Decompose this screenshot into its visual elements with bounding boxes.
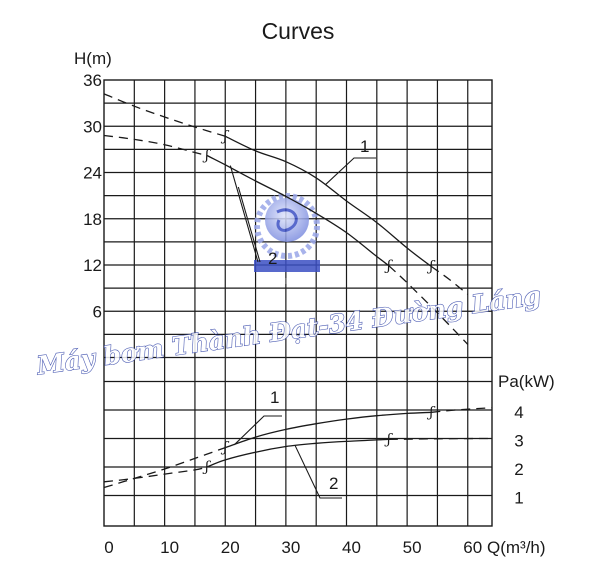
y-tick-label-head: 12	[83, 256, 102, 275]
x-tick-label: 30	[281, 538, 300, 557]
y-tick-label-head: 24	[83, 164, 102, 183]
curve-label-power-1: 1	[270, 388, 279, 407]
y-tick-label-head: 6	[93, 302, 102, 321]
curve-label-power-2: 2	[329, 474, 338, 493]
x-tick-label: 40	[342, 538, 361, 557]
operating-range-mark: ʃ	[384, 258, 393, 274]
chart-title: Curves	[262, 18, 335, 44]
y-axis-label-power: Pa(kW)	[498, 372, 555, 391]
y-tick-label-power: 4	[514, 403, 523, 422]
y-tick-label-power: 3	[514, 432, 523, 451]
x-axis-label: Q(m³/h)	[487, 538, 546, 557]
x-tick-label: 10	[160, 538, 179, 557]
logo-text: THÀNH ĐẠT	[264, 277, 311, 286]
head-curve-2-solid	[206, 154, 390, 267]
curve-labels: 1 2 1 2	[229, 137, 376, 499]
watermark-text: Máy bơm Thành Đạt-34 Đường Láng	[34, 281, 543, 381]
curve-label-head-1: 1	[360, 137, 369, 156]
x-tick-label: 0	[104, 538, 113, 557]
power-curve-2-dashed	[388, 437, 493, 441]
y-tick-label-power: 1	[514, 489, 523, 508]
curve-label-head-2: 2	[268, 249, 277, 268]
head-curve-1-solid	[225, 135, 432, 268]
plot-frame	[103, 79, 493, 527]
curve-label-leader	[324, 157, 376, 186]
y-tick-label-head: 18	[83, 210, 102, 229]
y-tick-label-head: 36	[83, 71, 102, 90]
operating-range-mark: ʃ	[426, 259, 435, 275]
grid	[103, 79, 493, 527]
curves	[103, 93, 493, 489]
operating-range-mark: ʃ	[220, 440, 229, 456]
operating-range-mark: ʃ	[426, 404, 435, 420]
operating-range-mark: ʃ	[202, 148, 211, 164]
power-curve-2-solid	[206, 438, 389, 468]
head-curve-1-dashed	[431, 265, 469, 295]
y-axis-label-head: H(m)	[74, 49, 112, 68]
operating-range-mark: ʃ	[220, 128, 229, 144]
x-tick-label: 20	[221, 538, 240, 557]
power-curve-2-dashed	[103, 466, 208, 483]
operating-range-mark: ʃ	[384, 431, 393, 447]
head-curve-2-dashed	[388, 265, 469, 345]
head-curve-2-dashed	[103, 134, 208, 157]
power-curve-1-solid	[225, 411, 432, 449]
x-tick-label: 50	[403, 538, 422, 557]
power-curve-1-dashed	[103, 446, 226, 489]
operating-range-mark: ʃ	[202, 459, 211, 475]
company-logo: THÀNH ĐẠT	[254, 193, 320, 286]
curve-label-leader	[233, 415, 282, 446]
head-curve-1-dashed	[103, 93, 226, 137]
curve-label-leader	[229, 165, 261, 263]
x-tick-label: 60	[463, 538, 482, 557]
y-tick-label-head: 30	[83, 117, 102, 136]
curve-label-leader	[294, 445, 342, 499]
power-curve-1-dashed	[431, 407, 493, 413]
y-tick-label-power: 2	[514, 460, 523, 479]
